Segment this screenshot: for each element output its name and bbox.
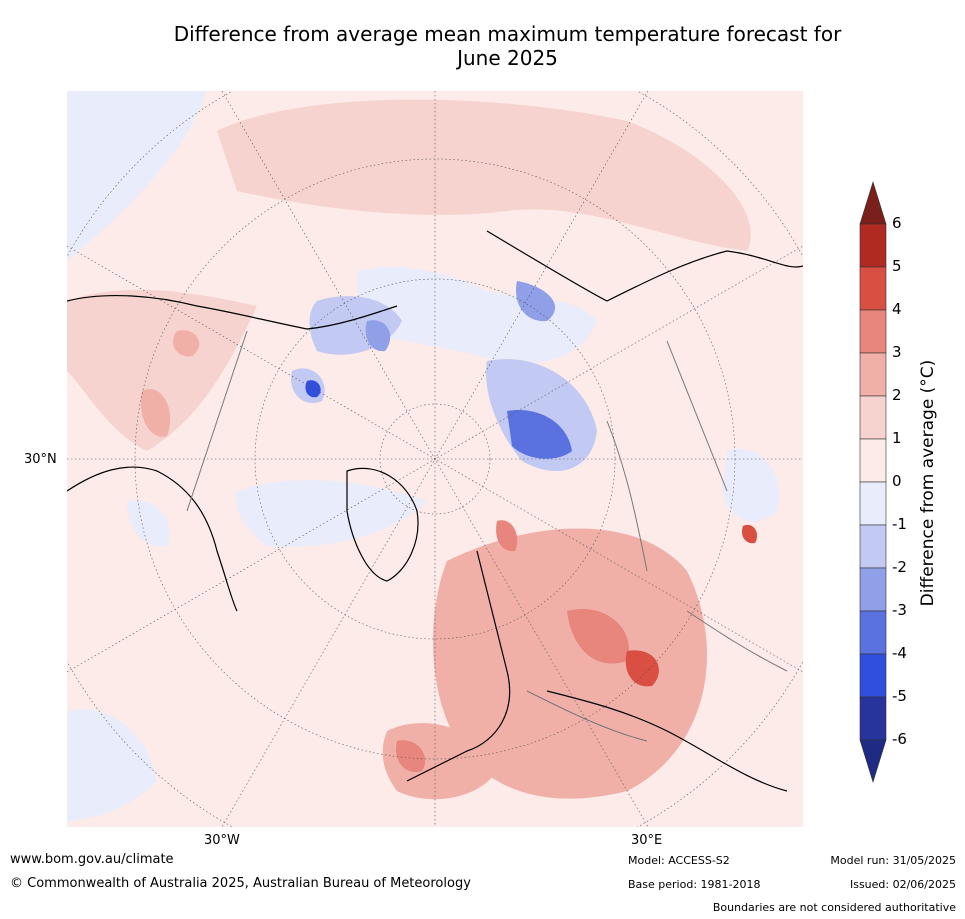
colorbar-tick-label: 2 (892, 386, 902, 404)
colorbar-tick-label: -4 (892, 644, 907, 662)
lon-30w-label: 30°W (204, 833, 240, 848)
colorbar-extend-high (859, 180, 887, 225)
footer-model: Model: ACCESS-S2 (628, 854, 730, 867)
colorbar-tick-label: 5 (892, 257, 902, 275)
title-line-1: Difference from average mean maximum tem… (173, 22, 842, 46)
colorbar-tick-label: 6 (892, 214, 902, 232)
colorbar-tick-label: 3 (892, 343, 902, 361)
colorbar-band (859, 653, 887, 698)
map-title: Difference from average mean maximum tem… (60, 22, 955, 70)
colorbar-tick-label: -5 (892, 687, 907, 705)
colorbar-band (859, 309, 887, 354)
lon-30e-label: 30°E (631, 833, 663, 848)
footer-issued: Issued: 02/06/2025 (849, 878, 956, 891)
polar-map (14, 38, 856, 880)
colorbar-tick-label: -1 (892, 515, 907, 533)
footer-base-period: Base period: 1981-2018 (628, 878, 761, 891)
title-line-2: June 2025 (457, 46, 558, 70)
colorbar-tick-label: -3 (892, 601, 907, 619)
colorbar-band (859, 524, 887, 569)
colorbar-band (859, 395, 887, 440)
colorbar-tick-label: -6 (892, 730, 907, 748)
footer-url: www.bom.gov.au/climate (10, 852, 174, 867)
colorbar-band (859, 696, 887, 741)
colorbar-band (859, 266, 887, 311)
colorbar-extend-low (859, 739, 887, 784)
footer-model-run: Model run: 31/05/2025 (830, 854, 956, 867)
colorbar-tick-label: -2 (892, 558, 907, 576)
footer-copyright: © Commonwealth of Australia 2025, Austra… (10, 876, 471, 891)
colorbar-band (859, 352, 887, 397)
map-canvas (14, 38, 856, 880)
colorbar-band (859, 438, 887, 483)
colorbar (859, 180, 887, 784)
footer-disclaimer: Boundaries are not considered authoritat… (712, 901, 956, 914)
colorbar-tick-label: 1 (892, 429, 902, 447)
lat-30n-label: 30°N (24, 452, 57, 467)
colorbar-band (859, 610, 887, 655)
colorbar-tick-label: 4 (892, 300, 902, 318)
colorbar-band (859, 481, 887, 526)
colorbar-band (859, 223, 887, 268)
colorbar-tick-label: 0 (892, 472, 902, 490)
colorbar-band (859, 567, 887, 612)
colorbar-title: Difference from average (°C) (918, 359, 938, 607)
